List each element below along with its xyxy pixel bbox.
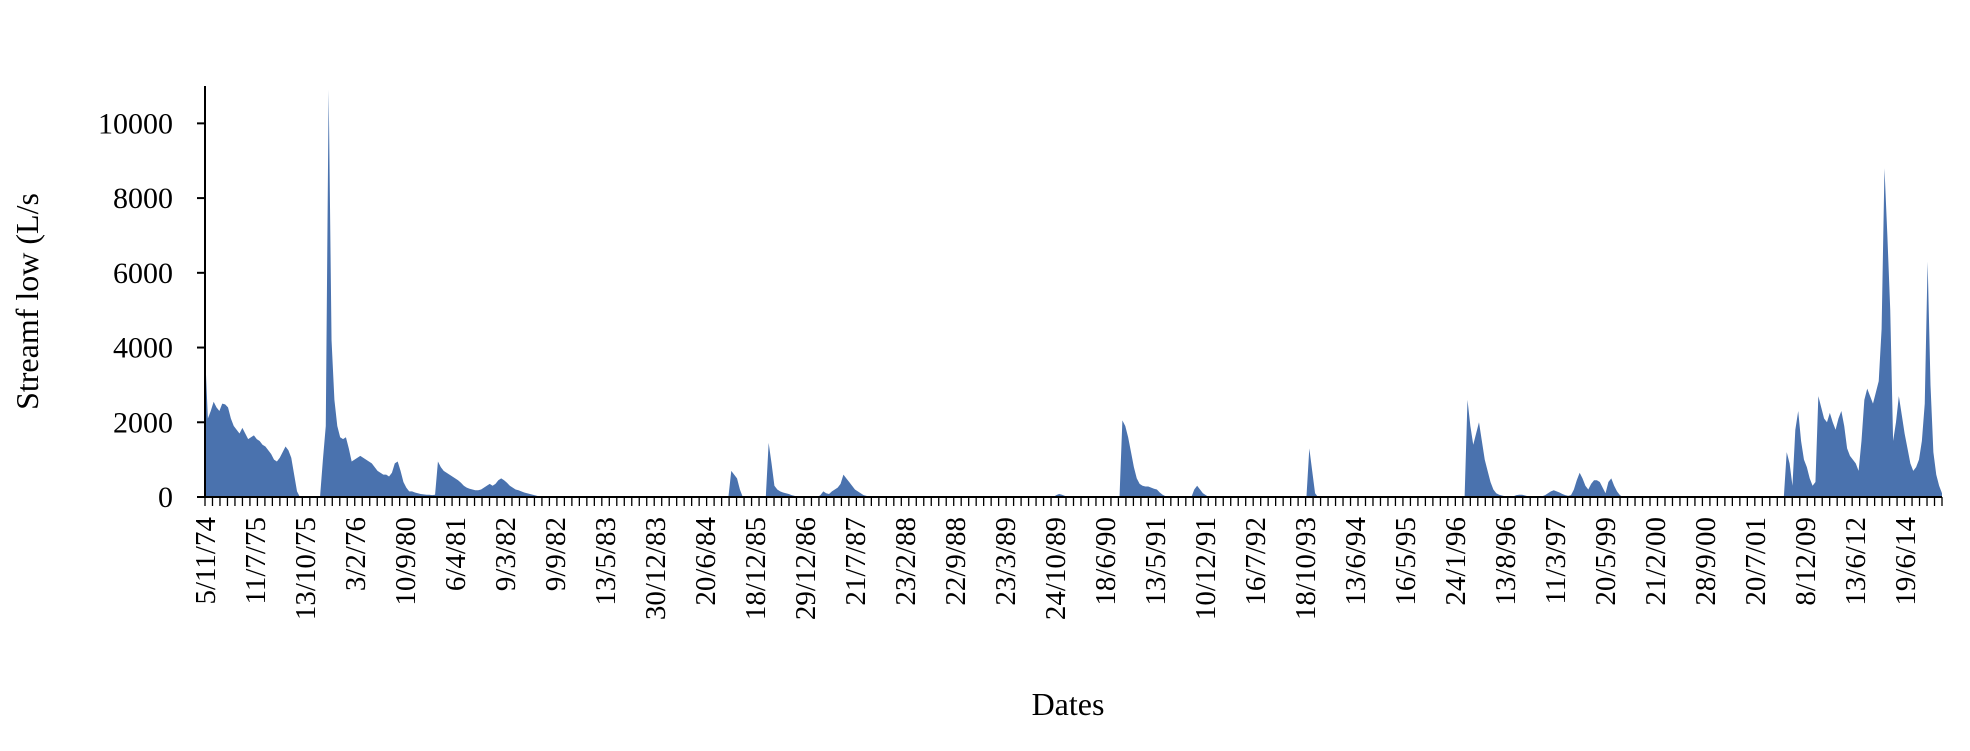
y-tick-label: 2000 (113, 406, 173, 439)
y-tick-label: 10000 (98, 107, 173, 140)
x-tick-label: 22/9/88 (940, 517, 972, 606)
x-tick-label: 5/11/74 (190, 517, 222, 605)
y-tick-label: 4000 (113, 332, 173, 365)
x-tick-label: 8/12/09 (1790, 517, 1822, 606)
x-tick-label: 20/7/01 (1740, 517, 1772, 606)
y-tick-label: 6000 (113, 257, 173, 290)
streamflow-area (205, 89, 1942, 498)
x-tick-label: 29/12/86 (790, 517, 822, 620)
x-tick-label: 13/5/91 (1140, 517, 1172, 606)
y-tick-label: 8000 (113, 182, 173, 215)
y-axis: 0 2000 4000 6000 8000 10000 (98, 86, 206, 514)
x-tick-label: 24/10/89 (1040, 517, 1072, 620)
x-tick-label: 10/9/80 (390, 517, 422, 606)
x-tick-label: 11/3/97 (1540, 517, 1572, 605)
y-axis-title: Streamf low (L/s (9, 193, 45, 410)
plot-area (205, 89, 1942, 498)
x-minor-ticks (204, 497, 1943, 506)
x-tick-label: 13/8/96 (1490, 517, 1522, 606)
x-tick-label: 11/7/75 (240, 517, 272, 605)
x-tick-label: 13/5/83 (590, 517, 622, 606)
x-tick-label: 21/7/87 (840, 517, 872, 606)
x-tick-label: 18/6/90 (1090, 517, 1122, 606)
x-tick-label: 20/6/84 (690, 517, 722, 606)
x-tick-label: 13/6/12 (1840, 517, 1872, 606)
x-tick-label: 20/5/99 (1590, 517, 1622, 606)
x-tick-label: 23/2/88 (890, 517, 922, 606)
x-tick-label: 21/2/00 (1640, 517, 1672, 606)
x-tick-label: 19/6/14 (1890, 517, 1922, 606)
x-tick-label: 24/1/96 (1440, 517, 1472, 606)
x-axis-title: Dates (1032, 686, 1105, 722)
x-tick-label: 18/12/85 (740, 517, 772, 620)
x-tick-label: 13/6/94 (1340, 517, 1372, 606)
x-tick-label: 18/10/93 (1290, 517, 1322, 620)
x-tick-label: 30/12/83 (640, 517, 672, 620)
x-tick-label: 23/3/89 (990, 517, 1022, 606)
x-tick-label: 9/3/82 (490, 517, 522, 591)
x-tick-label: 10/12/91 (1190, 517, 1222, 620)
x-tick-label: 28/9/00 (1690, 517, 1722, 606)
x-tick-label: 13/10/75 (290, 517, 322, 620)
y-tick-label: 0 (158, 481, 173, 514)
x-tick-label: 3/2/76 (340, 517, 372, 591)
x-tick-label: 9/9/82 (540, 517, 572, 591)
x-tick-label: 16/7/92 (1240, 517, 1272, 606)
x-tick-label: 6/4/81 (440, 517, 472, 591)
x-tick-label: 16/5/95 (1390, 517, 1422, 606)
x-axis: 5/11/74 11/7/75 13/10/75 3/2/76 10/9/80 6/4/8… (190, 496, 1943, 620)
